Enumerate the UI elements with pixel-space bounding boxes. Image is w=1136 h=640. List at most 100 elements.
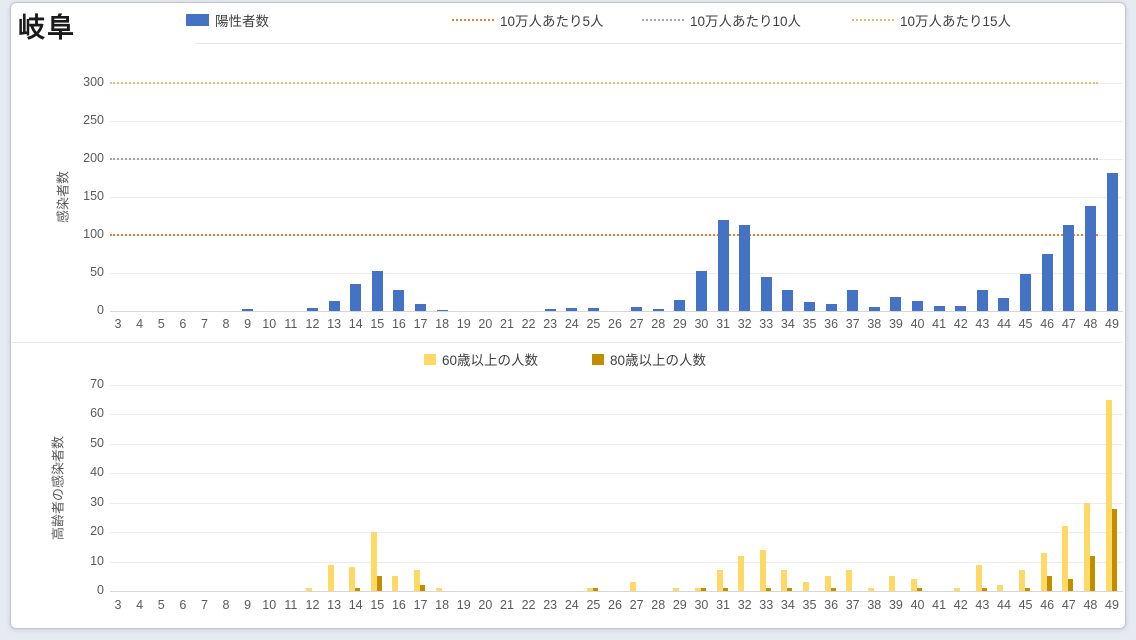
- bar: [981, 588, 987, 591]
- gridline: [110, 532, 1123, 534]
- x-tick-label: 37: [845, 317, 860, 331]
- x-tick-label: 48: [1083, 317, 1098, 331]
- x-tick-label: 5: [157, 598, 165, 612]
- gridline: [110, 311, 1123, 312]
- bar: [976, 289, 988, 311]
- bar: [975, 564, 982, 591]
- x-tick-label: 35: [802, 598, 817, 612]
- x-tick-label: 13: [327, 598, 342, 612]
- bar: [722, 588, 728, 591]
- x-tick-label: 42: [953, 317, 968, 331]
- x-tick-label: 14: [348, 598, 363, 612]
- bar: [1089, 555, 1095, 591]
- bar: [393, 290, 405, 311]
- bar: [674, 300, 686, 311]
- bar: [350, 283, 362, 311]
- x-tick-label: 12: [305, 317, 320, 331]
- x-tick-label: 43: [975, 598, 990, 612]
- gridline: [110, 473, 1123, 475]
- x-tick-label: 4: [136, 598, 144, 612]
- gridline: [110, 443, 1123, 445]
- bar: [890, 296, 902, 311]
- bar: [544, 309, 556, 311]
- bar: [846, 570, 853, 591]
- bar: [306, 307, 318, 311]
- x-tick-label: 22: [521, 317, 536, 331]
- x-tick-label: 17: [413, 317, 428, 331]
- x-tick-label: 14: [348, 317, 363, 331]
- bar: [328, 301, 340, 311]
- gridline: [110, 121, 1123, 122]
- x-tick-label: 23: [543, 317, 558, 331]
- x-tick-label: 33: [759, 598, 774, 612]
- bar: [700, 588, 706, 591]
- bar: [998, 298, 1010, 311]
- bar: [760, 276, 772, 311]
- bar: [371, 270, 383, 311]
- x-tick-label: 46: [1040, 317, 1055, 331]
- x-tick-label: 46: [1040, 598, 1055, 612]
- chart-separator-line: [12, 342, 1122, 343]
- bar: [1105, 399, 1112, 591]
- x-tick-label: 21: [500, 317, 514, 331]
- bar: [435, 588, 442, 591]
- x-tick-label: 9: [244, 317, 252, 331]
- x-tick-label: 11: [284, 317, 298, 331]
- x-tick-label: 30: [694, 598, 709, 612]
- x-tick-label: 47: [1061, 598, 1076, 612]
- y-tick-label: 50: [90, 265, 104, 279]
- bar: [1063, 225, 1075, 311]
- bar: [327, 564, 334, 591]
- x-tick-label: 49: [1105, 317, 1119, 331]
- bar: [630, 582, 637, 591]
- reference-line: [110, 82, 1098, 84]
- x-tick-label: 20: [478, 317, 493, 331]
- bar: [954, 588, 961, 591]
- x-tick-label: 32: [737, 317, 752, 331]
- bar: [1041, 254, 1053, 311]
- legend-label: 10万人あたり10人: [690, 14, 802, 29]
- x-tick-label: 40: [910, 317, 925, 331]
- x-tick-label: 18: [435, 317, 450, 331]
- gridline: [110, 502, 1123, 504]
- x-tick-label: 15: [370, 598, 385, 612]
- x-tick-label: 8: [222, 317, 230, 331]
- x-tick-label: 16: [391, 598, 406, 612]
- bar: [592, 588, 598, 591]
- y-tick-label: 50: [90, 435, 104, 450]
- x-tick-label: 10: [262, 598, 277, 612]
- y-tick-label: 10: [90, 553, 104, 568]
- gridline: [110, 273, 1123, 274]
- square-legend-swatch-icon: [424, 353, 436, 365]
- x-tick-label: 28: [651, 317, 666, 331]
- x-tick-label: 49: [1105, 598, 1119, 612]
- x-tick-label: 34: [780, 598, 795, 612]
- bar: [376, 576, 382, 591]
- square-legend-swatch-icon: [592, 353, 604, 365]
- y-tick-label: 0: [97, 583, 104, 597]
- bar: [765, 588, 771, 591]
- x-tick-label: 45: [1018, 317, 1033, 331]
- legend-item-age-60-plus: 60歳以上の人数: [424, 349, 538, 369]
- x-tick-label: 36: [824, 598, 839, 612]
- x-tick-label: 9: [244, 598, 252, 612]
- bar: [566, 307, 578, 311]
- legend-label: 60歳以上の人数: [442, 353, 539, 368]
- y-tick-label: 200: [83, 151, 104, 165]
- x-tick-label: 24: [564, 598, 579, 612]
- y-tick-label: 300: [83, 75, 104, 89]
- bar: [436, 309, 448, 311]
- y-tick-label: 150: [83, 189, 104, 203]
- legend-label: 80歳以上の人数: [610, 353, 707, 368]
- x-tick-label: 30: [694, 317, 709, 331]
- reference-line: [110, 158, 1098, 160]
- bar: [370, 532, 377, 591]
- legend-label: 10万人あたり15人: [900, 14, 1012, 29]
- bar: [1040, 552, 1047, 591]
- x-tick-label: 12: [305, 598, 320, 612]
- x-tick-label: 25: [586, 317, 601, 331]
- x-tick-label: 29: [672, 598, 687, 612]
- legend-item-positive-cases: 陽性者数: [186, 10, 269, 30]
- bar: [1025, 588, 1031, 591]
- dotted-line-legend-swatch-icon: [852, 19, 894, 21]
